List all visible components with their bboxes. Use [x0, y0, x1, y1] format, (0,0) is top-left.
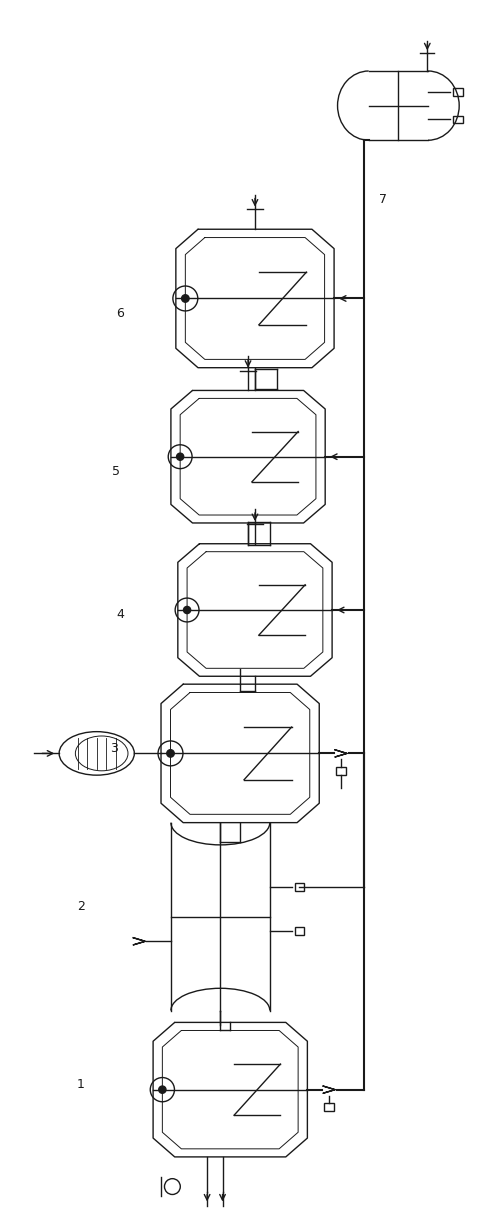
Bar	[453, 116, 463, 123]
Text: 7: 7	[379, 193, 387, 206]
Circle shape	[181, 295, 189, 303]
Circle shape	[159, 1086, 166, 1093]
Bar	[294, 927, 304, 936]
Circle shape	[183, 606, 191, 614]
Text: 4: 4	[116, 609, 124, 621]
Text: 3: 3	[109, 742, 117, 755]
Text: 5: 5	[111, 465, 119, 478]
Bar	[294, 883, 304, 891]
Bar	[324, 1104, 334, 1111]
Bar	[453, 88, 463, 95]
Text: 2: 2	[77, 900, 85, 914]
Text: 6: 6	[116, 306, 124, 320]
Bar	[336, 767, 346, 775]
Text: 1: 1	[77, 1078, 85, 1091]
Circle shape	[167, 749, 174, 758]
Circle shape	[176, 453, 184, 460]
